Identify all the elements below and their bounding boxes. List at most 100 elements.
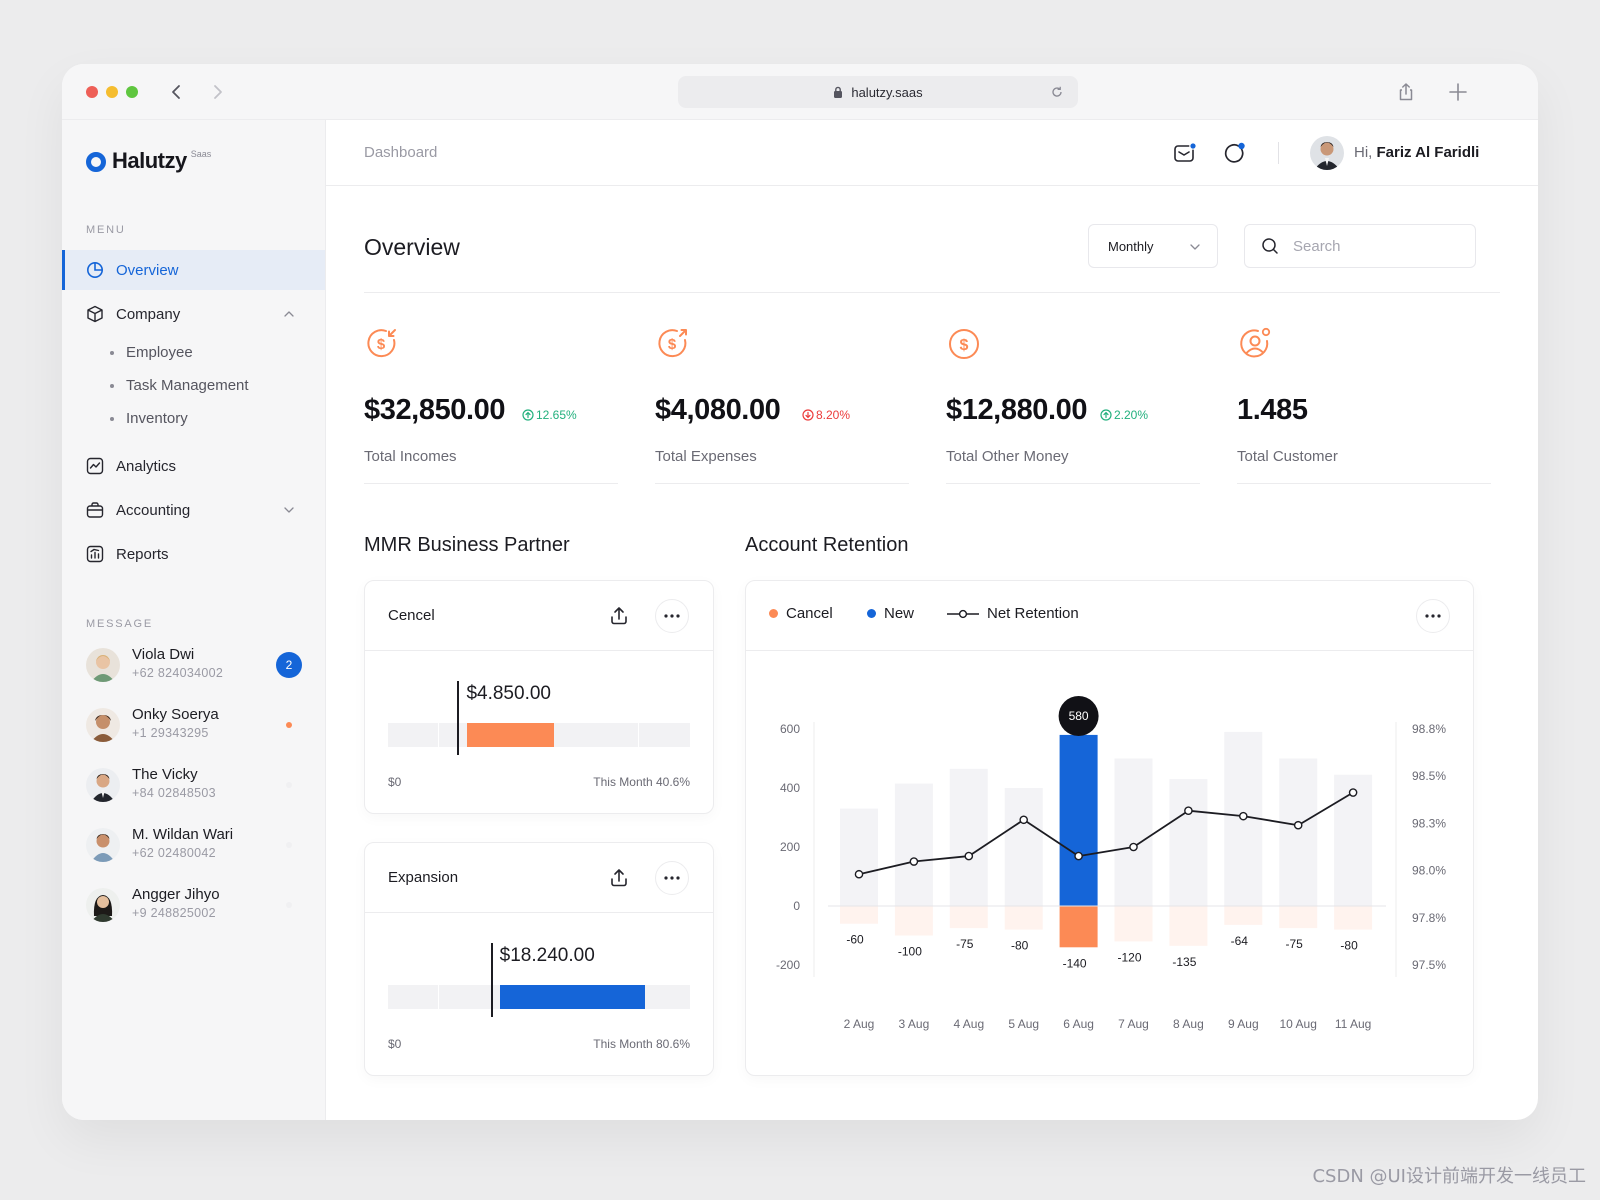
x-tick-label: 5 Aug xyxy=(1008,1017,1039,1031)
sidebar-item-overview[interactable]: Overview xyxy=(62,250,325,290)
progress-max-label: This Month 40.6% xyxy=(593,775,690,789)
sidebar-item-company[interactable]: Company xyxy=(62,294,325,334)
more-options-button[interactable] xyxy=(655,861,689,895)
progress-value: $4.850.00 xyxy=(466,683,551,704)
legend-cancel[interactable]: Cancel xyxy=(769,605,833,622)
net-retention-point xyxy=(1074,851,1083,861)
y-tick-right: 97.8% xyxy=(1412,911,1446,925)
brand-logo[interactable]: Halutzy Saas xyxy=(86,148,211,174)
more-horizontal-icon xyxy=(1425,614,1441,618)
briefcase-icon xyxy=(86,502,104,518)
stat-label: Total Incomes xyxy=(364,448,457,465)
track-gridline xyxy=(638,723,639,747)
new-tab-icon[interactable] xyxy=(1446,80,1470,104)
address-bar[interactable]: halutzy.saas xyxy=(678,76,1078,108)
reload-icon[interactable] xyxy=(1050,85,1064,99)
top-header: Dashboard Hi, Fariz Al Faridli xyxy=(326,120,1538,186)
stat-value: $4,080.00 xyxy=(655,394,781,426)
more-options-button[interactable] xyxy=(655,599,689,633)
sidebar: Halutzy Saas MENU Overview Company Emplo… xyxy=(62,120,326,1120)
upload-icon[interactable] xyxy=(607,866,631,890)
sidebar-item-label: Analytics xyxy=(116,457,177,475)
chevron-down-icon[interactable] xyxy=(283,504,295,516)
message-item[interactable]: The Vicky +84 02848503 xyxy=(86,766,302,810)
customer-icon xyxy=(1240,327,1271,358)
close-window-button[interactable] xyxy=(86,86,98,98)
stat-change-value: 2.20% xyxy=(1114,408,1149,422)
bar-new xyxy=(1004,788,1043,906)
minimize-window-button[interactable] xyxy=(106,86,118,98)
bar-cancel-label: -100 xyxy=(898,945,922,959)
back-arrow-icon[interactable] xyxy=(164,80,188,104)
x-tick-label: 7 Aug xyxy=(1118,1017,1149,1031)
x-tick-label: 9 Aug xyxy=(1228,1017,1259,1031)
bullet-icon xyxy=(110,416,114,421)
bar-cancel xyxy=(1334,906,1373,930)
activity-notification-icon[interactable] xyxy=(1222,140,1248,166)
avatar xyxy=(86,768,120,802)
legend-label: Cancel xyxy=(786,605,833,622)
message-item[interactable]: Onky Soerya +1 29343295 xyxy=(86,706,302,750)
x-tick-label: 3 Aug xyxy=(899,1017,930,1031)
period-dropdown[interactable]: Monthly xyxy=(1088,224,1218,268)
sidebar-item-analytics[interactable]: Analytics xyxy=(62,446,325,486)
contact-phone: +9 248825002 xyxy=(132,906,216,920)
search-box[interactable] xyxy=(1244,224,1476,268)
legend-new[interactable]: New xyxy=(867,605,914,622)
sidebar-subitem-task-management[interactable]: Task Management xyxy=(110,377,249,394)
maximize-window-button[interactable] xyxy=(126,86,138,98)
cube-icon xyxy=(87,305,103,323)
arrow-up-circle-icon xyxy=(1100,409,1112,421)
search-input[interactable] xyxy=(1293,237,1463,255)
bar-cancel-label: -120 xyxy=(1117,950,1141,964)
stat-change-value: 12.65% xyxy=(536,408,577,422)
bar-new xyxy=(1169,779,1208,906)
logo-mark-icon xyxy=(86,152,106,172)
message-item[interactable]: Angger Jihyo +9 248825002 xyxy=(86,886,302,930)
bar-cancel xyxy=(1114,906,1153,942)
card-header: Cancel New Net Retention xyxy=(746,581,1473,651)
sidebar-item-label: Company xyxy=(116,305,181,323)
stat-card-total-incomes: $ $32,850.00 12.65% Total Incomes xyxy=(364,326,618,484)
expense-icon: $ xyxy=(658,329,687,358)
sidebar-subitem-employee[interactable]: Employee xyxy=(110,344,193,361)
tooltip-bubble xyxy=(1058,696,1099,736)
sidebar-item-reports[interactable]: Reports xyxy=(62,534,325,574)
contact-phone: +84 02848503 xyxy=(132,786,216,800)
forward-arrow-icon[interactable] xyxy=(206,80,230,104)
more-horizontal-icon xyxy=(664,614,680,618)
svg-text:$: $ xyxy=(960,337,969,354)
sidebar-subitem-label: Task Management xyxy=(126,377,249,394)
brand-tag: Saas xyxy=(190,149,212,159)
page-title: Overview xyxy=(364,234,460,260)
message-item[interactable]: Viola Dwi +62 824034002 2 xyxy=(86,646,302,690)
bar-cancel-label: -80 xyxy=(1011,939,1029,953)
read-dot xyxy=(286,902,292,908)
sidebar-item-label: Accounting xyxy=(116,501,191,519)
chevron-up-icon[interactable] xyxy=(283,308,295,320)
legend-net-retention[interactable]: Net Retention xyxy=(947,605,1079,622)
legend-dot xyxy=(769,609,778,618)
share-icon[interactable] xyxy=(1394,80,1418,104)
bar-cancel xyxy=(1169,906,1208,946)
contact-name: Angger Jihyo xyxy=(132,886,220,903)
sidebar-subitem-inventory[interactable]: Inventory xyxy=(110,410,188,427)
mmr-card-cencel: Cencel $4.850.00 $0 This Month 40.6% xyxy=(364,580,714,814)
breadcrumb[interactable]: Dashboard xyxy=(364,144,438,161)
more-options-button[interactable] xyxy=(1416,599,1450,633)
message-section-label: MESSAGE xyxy=(86,618,154,630)
y-tick-left: 200 xyxy=(780,840,800,854)
tooltip-value: 580 xyxy=(1069,709,1089,723)
upload-icon[interactable] xyxy=(607,604,631,628)
user-avatar[interactable] xyxy=(1310,136,1344,170)
stat-value: 1.485 xyxy=(1237,394,1308,426)
net-retention-point xyxy=(1019,815,1029,825)
unread-dot xyxy=(286,722,292,728)
message-item[interactable]: M. Wildan Wari +62 02480042 xyxy=(86,826,302,870)
sidebar-item-accounting[interactable]: Accounting xyxy=(62,490,325,530)
read-dot xyxy=(286,842,292,848)
bar-cancel-label: -135 xyxy=(1172,955,1196,969)
mail-notification-icon[interactable] xyxy=(1172,140,1198,166)
net-retention-point xyxy=(854,869,864,879)
bar-cancel xyxy=(1059,906,1098,948)
